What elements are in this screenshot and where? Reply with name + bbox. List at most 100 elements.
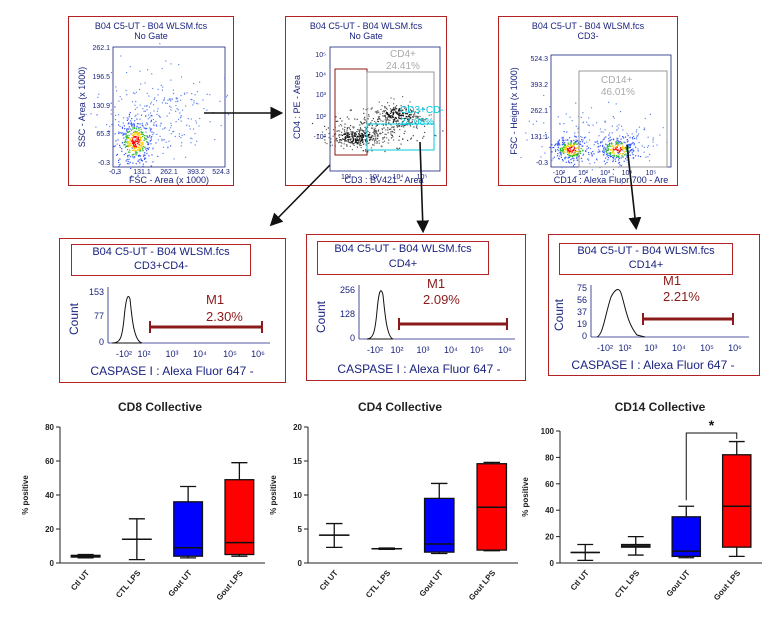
y-tick: 153	[89, 287, 104, 297]
x-tick: 10²	[578, 170, 589, 177]
y-tick: 128	[340, 309, 355, 319]
box-gout-lps	[476, 461, 508, 552]
x-tick: 10⁵	[470, 345, 484, 355]
box-iqr	[423, 497, 455, 553]
m1-gate-label: M1	[206, 292, 224, 307]
histogram-panel-cd14: B04 C5-UT - B04 WLSM.fcs CD14+ 75 56 37 …	[548, 234, 760, 376]
m1-gate-label: M1	[663, 273, 681, 288]
x-tick: 10²	[390, 345, 403, 355]
y-axis-label: % positive	[521, 477, 530, 517]
cd3cd4-gate-rect	[366, 123, 435, 151]
panel-gate-name: CD4+	[388, 258, 418, 270]
x-axis-label: FSC - Area (x 1000)	[129, 175, 209, 185]
x-category-label: Ctl UT	[69, 568, 91, 592]
panel-gate-name: No Gate	[134, 31, 168, 41]
y-tick: 56	[577, 295, 587, 305]
cd4-gate-label: CD4+	[390, 49, 416, 60]
cd14-gate-rect	[578, 70, 668, 168]
panel-header: B04 C5-UT - B04 WLSM.fcs CD14+	[559, 243, 733, 275]
x-tick: 10⁴	[393, 174, 404, 181]
box-ctl-lps	[371, 547, 403, 551]
panel-file-name: B04 C5-UT - B04 WLSM.fcs	[531, 21, 645, 31]
y-tick-label: 40	[45, 491, 54, 500]
y-tick: 131.1	[530, 134, 548, 141]
cd4-cd3-plot: 10⁵ 10⁴ 10³ 10² -10² 10² 10³ 10⁴ 10⁵ CD4…	[292, 46, 444, 185]
chart-title: CD14 Collective	[615, 400, 706, 414]
x-axis-label: CASPASE I : Alexa Fluor 647 -	[571, 358, 734, 372]
cd4-gate-pct: 24.41%	[386, 61, 420, 72]
y-tick: 524.3	[530, 56, 548, 63]
y-tick: 262.1	[530, 108, 548, 115]
y-tick-label: 10	[293, 491, 302, 500]
histogram-plot: 153 77 0 Count M1 2.30% -10² 10² 10³ 10⁴…	[67, 287, 270, 378]
x-tick: 10⁴	[444, 345, 458, 355]
y-tick-label: 20	[293, 423, 302, 432]
fsc-cd14-plot: CD14+ 46.01% 524.3 393.2 262.1 131.1 -0.…	[509, 54, 672, 185]
panel-header: B04 C5-UT - B04 WLSM.fcs No Gate	[286, 21, 446, 41]
chart-title: CD8 Collective	[118, 400, 202, 414]
m1-gate-pct: 2.30%	[206, 309, 243, 324]
y-tick: 10²	[316, 114, 327, 121]
x-category-label: CTL LPS	[114, 568, 143, 600]
x-tick: -10²	[553, 170, 566, 177]
panel-gate-name: CD3+CD4-	[133, 260, 189, 272]
histogram-plot: 256 128 0 Count M1 2.09% -10² 10² 10³ 10…	[314, 276, 515, 376]
x-tick: 10³	[416, 345, 429, 355]
y-tick-label: 15	[293, 457, 302, 466]
x-tick: 10⁶	[728, 343, 742, 353]
box-ctl-lps	[121, 518, 152, 561]
x-tick: -10²	[597, 343, 613, 353]
y-tick: 10⁵	[315, 52, 326, 59]
x-tick: 10⁵	[646, 170, 657, 177]
y-tick: 10⁴	[315, 72, 326, 79]
y-axis-label: SSC - Area (x 1000)	[77, 67, 87, 148]
panel-header: B04 C5-UT - B04 WLSM.fcs CD4+	[317, 241, 489, 275]
box-ctl-lps	[620, 535, 651, 556]
significance-bracket	[685, 432, 738, 501]
scatter-panel-cd4-cd3: B04 C5-UT - B04 WLSM.fcs No Gate 10⁵ 10⁴…	[285, 16, 447, 186]
panel-gate-name: CD3-	[577, 31, 599, 41]
box-gout-lps	[224, 462, 255, 557]
cd14-gate-label: CD14+	[601, 75, 633, 86]
box-gout-ut	[173, 485, 204, 559]
panel-header: B04 C5-UT - B04 WLSM.fcs No Gate	[69, 21, 233, 41]
x-category-label: Gout LPS	[467, 568, 498, 602]
y-axis-label: Count	[314, 300, 328, 333]
panel-file-name: B04 C5-UT - B04 WLSM.fcs	[94, 21, 208, 31]
chart-title: CD4 Collective	[358, 400, 442, 414]
x-tick: 10³	[600, 170, 611, 177]
x-tick: 524.3	[212, 169, 230, 176]
y-tick: 256	[340, 285, 355, 295]
x-tick: 10⁴	[193, 349, 207, 359]
y-tick: 75	[577, 283, 587, 293]
box-ctl-ut	[570, 543, 601, 562]
y-tick-label: 5	[298, 525, 303, 534]
x-axis-label: CD3 : BV421 - Area	[344, 175, 423, 185]
significance-star: *	[709, 417, 715, 433]
x-tick: 10²	[137, 349, 150, 359]
y-tick: 10³	[316, 92, 327, 99]
box-ctl-ut	[318, 522, 350, 549]
panel-header: B04 C5-UT - B04 WLSM.fcs CD3-	[499, 21, 677, 41]
box-chart: CD4 Collective % positive 0 5 10 15 20 Ctl UT CT…	[269, 400, 518, 602]
histogram-panel-cd4: B04 C5-UT - B04 WLSM.fcs CD4+ 256 128 0 …	[306, 234, 526, 381]
panel-gate-name: No Gate	[349, 31, 383, 41]
y-axis-label: Count	[552, 298, 566, 331]
x-category-label: Ctl UT	[569, 568, 591, 592]
panel-file-name: B04 C5-UT - B04 WLSM.fcs	[309, 21, 423, 31]
x-tick: 393.2	[187, 169, 205, 176]
box-chart: CD14 Collective % positive 0 20 40 60 80 100 Ctl…	[521, 400, 762, 602]
y-tick: 0	[99, 337, 104, 347]
box-gout-lps	[721, 440, 752, 558]
y-tick: 0	[350, 333, 355, 343]
x-category-label: Gout UT	[418, 568, 445, 598]
x-tick: 10³	[644, 343, 657, 353]
y-tick-label: 100	[541, 427, 555, 436]
x-tick: -10²	[367, 345, 383, 355]
histogram-panel-cd3cd4: B04 C5-UT - B04 WLSM.fcs CD3+CD4- 153 77…	[59, 238, 286, 383]
cd3cd4-gate-pct: 24.08%	[400, 117, 434, 128]
x-category-label: CTL LPS	[613, 568, 642, 600]
y-axis-label: % positive	[269, 475, 278, 515]
y-tick-label: 0	[298, 559, 303, 568]
y-tick-label: 80	[545, 453, 554, 462]
